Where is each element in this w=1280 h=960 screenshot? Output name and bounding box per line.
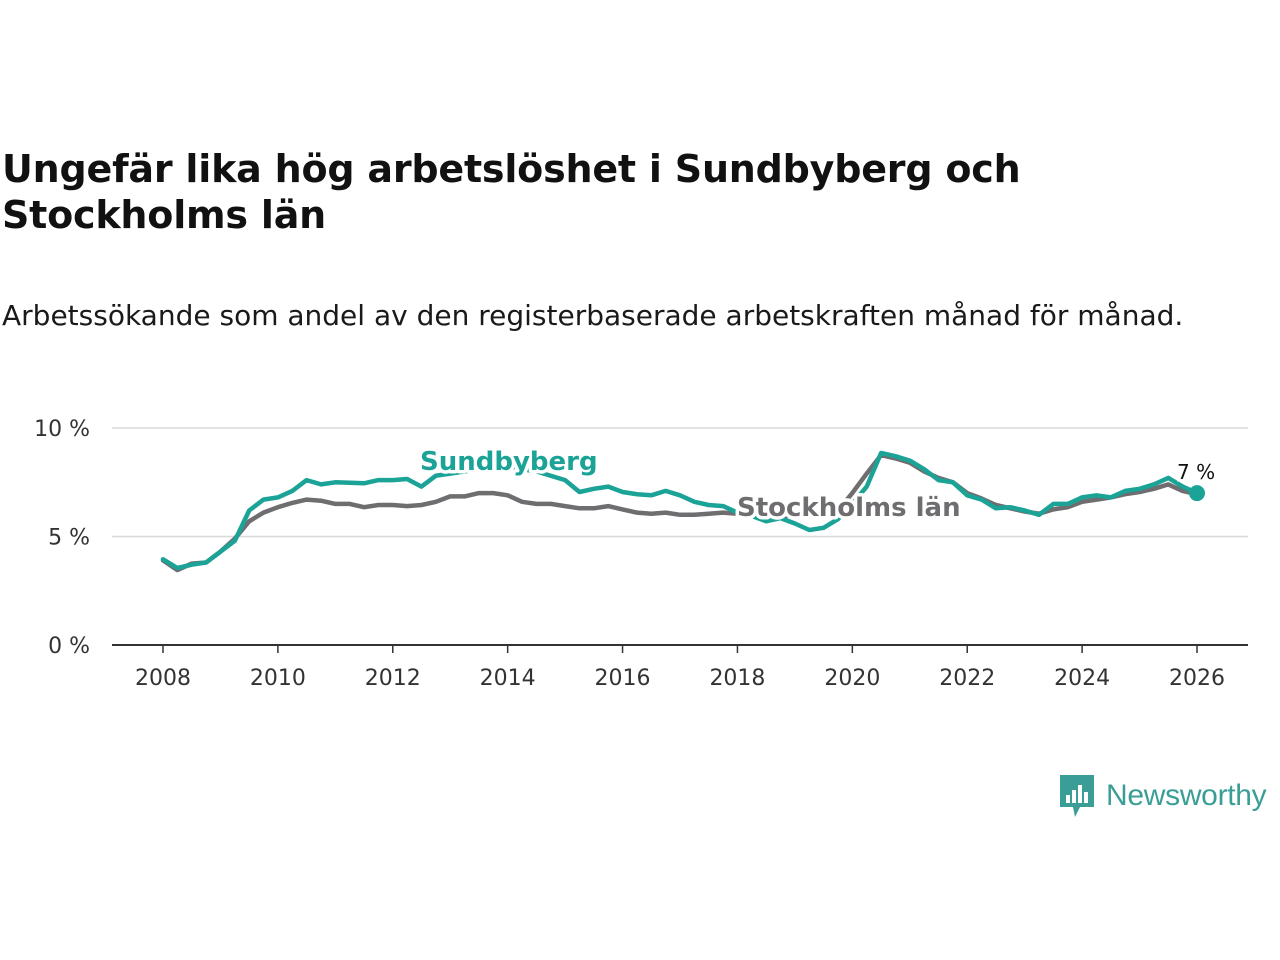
chart-title: Ungefär lika hög arbetslöshet i Sundbybe…	[2, 147, 1021, 237]
x-tick-label: 2008	[135, 666, 191, 691]
x-tick-label: 2012	[365, 666, 421, 691]
series-labels: Sundbyberg Stockholms län 7 %	[417, 444, 1218, 527]
gridlines	[112, 427, 1248, 646]
y-axis-ticks: 0 % 5 % 10 %	[34, 417, 90, 659]
x-tick-label: 2016	[595, 666, 651, 691]
x-tick-label: 2022	[939, 666, 995, 691]
x-tick-label: 2010	[250, 666, 306, 691]
y-tick-label: 10 %	[34, 417, 90, 442]
y-tick-label: 0 %	[48, 634, 90, 659]
chart-subtitle: Arbetssökande som andel av den registerb…	[2, 299, 1184, 332]
newsworthy-logo-text: Newsworthy	[1106, 779, 1267, 812]
series-lines	[160, 450, 1205, 573]
x-tick-label: 2026	[1169, 666, 1225, 691]
x-tick-label: 2014	[480, 666, 536, 691]
series-label-sundbyberg: Sundbyberg	[420, 447, 598, 477]
end-point-marker	[1189, 485, 1205, 502]
end-value-label: 7 %	[1177, 460, 1215, 484]
newsworthy-logo-icon	[1060, 775, 1094, 817]
x-tick-label: 2024	[1054, 666, 1110, 691]
newsworthy-logo: Newsworthy	[1058, 772, 1267, 820]
x-tick-label: 2020	[824, 666, 880, 691]
y-tick-label: 5 %	[48, 526, 90, 551]
series-line-sundbyberg	[160, 450, 1200, 571]
series-label-stockholms-lan: Stockholms län	[737, 493, 961, 523]
x-axis-ticks: 2008 2010 2012 2014 2016 2018 2020 2022 2024 2026	[135, 645, 1225, 691]
x-tick-label: 2018	[709, 666, 765, 691]
line-chart: 0 %5 %10 % 2008 2010 2012 2014 2016 2018 2020 2…	[34, 417, 1248, 691]
